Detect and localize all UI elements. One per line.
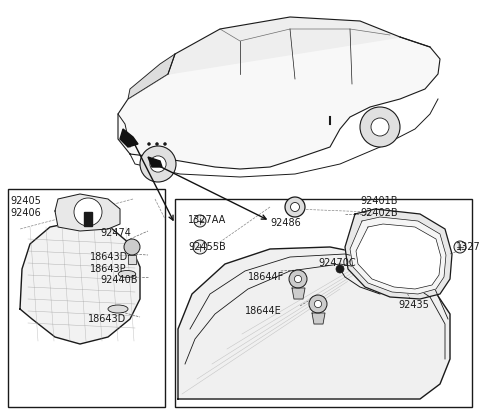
Polygon shape	[292, 288, 305, 299]
Circle shape	[309, 295, 327, 313]
Circle shape	[360, 108, 400, 147]
Polygon shape	[55, 195, 120, 231]
Ellipse shape	[108, 305, 128, 313]
Circle shape	[336, 266, 344, 273]
Circle shape	[371, 119, 389, 137]
Circle shape	[294, 276, 301, 283]
Circle shape	[150, 157, 166, 173]
Polygon shape	[148, 158, 162, 168]
Polygon shape	[312, 313, 325, 324]
Polygon shape	[350, 218, 446, 294]
Text: 18644F: 18644F	[248, 271, 284, 281]
Circle shape	[194, 216, 206, 228]
Polygon shape	[118, 38, 440, 170]
Polygon shape	[128, 55, 175, 100]
Text: 92435: 92435	[398, 299, 429, 309]
Text: 92486: 92486	[270, 218, 301, 228]
Text: 18644E: 18644E	[245, 305, 282, 315]
Circle shape	[124, 240, 140, 255]
Circle shape	[140, 147, 176, 183]
Text: 92401B
92402B: 92401B 92402B	[360, 195, 397, 217]
Circle shape	[289, 271, 307, 288]
Polygon shape	[168, 18, 400, 75]
Ellipse shape	[118, 271, 136, 278]
Polygon shape	[84, 212, 92, 226]
Text: 92440B: 92440B	[100, 274, 137, 284]
Circle shape	[193, 240, 207, 254]
FancyBboxPatch shape	[175, 199, 472, 407]
Polygon shape	[356, 224, 441, 289]
Circle shape	[290, 203, 300, 212]
Circle shape	[156, 143, 158, 146]
Text: 92405
92406: 92405 92406	[10, 195, 41, 217]
Polygon shape	[178, 247, 450, 399]
Text: 1327AA: 1327AA	[188, 214, 226, 224]
Polygon shape	[128, 255, 136, 264]
Circle shape	[454, 242, 466, 254]
Text: 92470C: 92470C	[318, 257, 356, 267]
Text: 92455B: 92455B	[188, 242, 226, 252]
Circle shape	[147, 143, 151, 146]
Polygon shape	[345, 209, 452, 299]
Polygon shape	[20, 221, 140, 344]
FancyBboxPatch shape	[8, 190, 165, 407]
Circle shape	[164, 143, 167, 146]
Circle shape	[74, 199, 102, 226]
Text: 1327AA: 1327AA	[456, 242, 480, 252]
Circle shape	[314, 301, 322, 308]
Circle shape	[285, 197, 305, 218]
Polygon shape	[120, 130, 138, 147]
Text: 18643D: 18643D	[88, 313, 126, 323]
Text: 92474: 92474	[100, 228, 131, 237]
Text: 18643D
18643P: 18643D 18643P	[90, 252, 128, 273]
